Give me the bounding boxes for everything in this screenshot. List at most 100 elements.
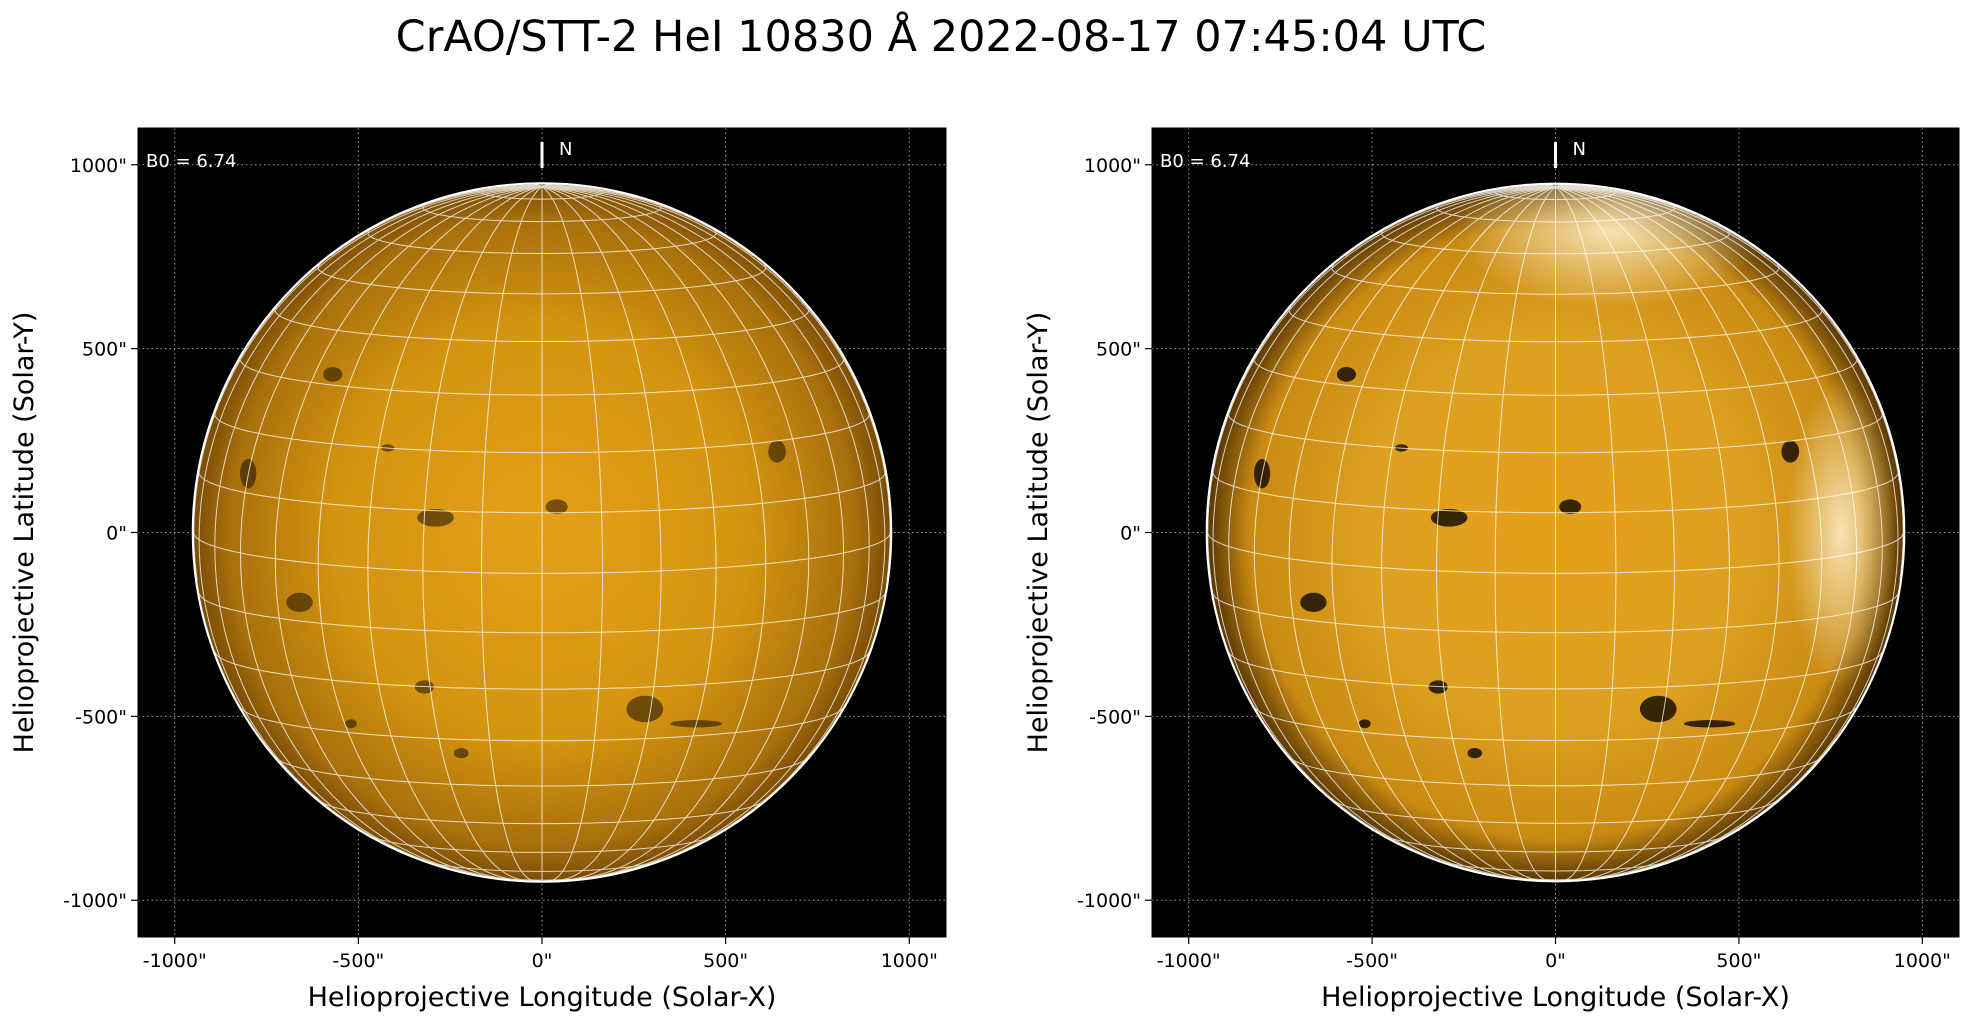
panel-left: N B0 = 6.74 -1000" -500" 0" 500" 1000" 1000" 500… <box>9 127 947 1013</box>
north-label: N <box>559 139 572 160</box>
heliographic-grid-line <box>1212 186 1556 836</box>
x-tick-label: 500" <box>703 950 748 972</box>
heliographic-grid-line <box>542 186 754 257</box>
dark-filament <box>1467 747 1483 759</box>
heliographic-grid-line <box>367 227 717 254</box>
heliographic-grid-line <box>1555 186 1823 878</box>
dark-filament <box>345 719 357 729</box>
x-tick-label: 500" <box>1716 950 1761 972</box>
heliographic-grid-line <box>422 186 543 881</box>
dark-filament <box>545 499 568 515</box>
heliographic-grid-line <box>541 186 662 881</box>
dark-filament <box>1336 367 1356 382</box>
y-tick-label: 500" <box>1096 339 1141 361</box>
heliographic-grid-line <box>1333 800 1778 824</box>
dark-filament <box>323 367 343 382</box>
y-tick-label: 0" <box>1120 523 1141 545</box>
x-tick-label: -500" <box>1346 950 1398 972</box>
heliographic-grid-line <box>1228 186 1556 869</box>
heliographic-grid-line <box>1555 186 1780 880</box>
y-axis-label: Helioprojective Latitude (Solar-Y) <box>9 312 40 754</box>
heliographic-grid-line <box>1381 228 1730 255</box>
heliographic-grid-line <box>1555 186 1767 257</box>
x-tick-label: 1000" <box>1894 950 1951 972</box>
north-label: N <box>1573 139 1586 160</box>
dark-filament <box>1639 695 1677 723</box>
y-tick-label: -500" <box>75 706 127 728</box>
heliographic-grid-line <box>1381 186 1556 880</box>
b0-label: B0 = 6.74 <box>1160 151 1250 172</box>
heliographic-grid-line <box>541 186 604 881</box>
y-tick-label: -1000" <box>1077 890 1141 912</box>
page-title: CrAO/STT-2 HeI 10830 Å 2022-08-17 07:45:… <box>395 12 1487 62</box>
y-tick-label: 0" <box>106 523 127 545</box>
disk-features <box>240 367 786 759</box>
heliographic-grid-line <box>480 186 543 881</box>
dark-filament <box>1781 440 1800 463</box>
heliographic-grid-line <box>1253 357 1858 396</box>
heliographic-grid-line <box>1436 202 1675 223</box>
x-tick-label: 1000" <box>881 950 938 972</box>
heliographic-grid-line <box>1555 186 1883 869</box>
heliographic-grid-line <box>240 707 844 742</box>
heliographic-grid-line <box>1555 186 1899 836</box>
heliographic-grid <box>193 184 891 881</box>
x-axis-label: Helioprojective Longitude (Solar-X) <box>1321 982 1790 1013</box>
heliographic-grid-line <box>1494 186 1617 200</box>
heliographic-grid-line <box>1436 186 1556 881</box>
heliographic-grid-line <box>1254 707 1857 741</box>
y-tick-label: -500" <box>1089 706 1141 728</box>
heliographic-grid-line <box>1331 263 1780 295</box>
dark-filament <box>1358 719 1371 729</box>
heliographic-grid-line <box>370 835 714 853</box>
heliographic-grid-line <box>198 186 543 836</box>
heliographic-grid-line <box>1290 757 1821 787</box>
heliographic-grid-line <box>274 306 810 342</box>
heliographic-grid-line <box>198 471 886 514</box>
dark-filament <box>286 592 313 612</box>
heliographic-grid-line <box>1555 186 1675 881</box>
dark-filament <box>417 508 454 527</box>
x-tick-label: 0" <box>1545 950 1566 972</box>
heliographic-grid-line <box>1212 471 1899 514</box>
heliographic-grid-line <box>276 757 808 787</box>
heliographic-grid-line <box>1212 593 1899 634</box>
bright-limb-region <box>1786 378 1897 687</box>
heliographic-grid-line <box>480 186 604 200</box>
heliographic-grid-line <box>1207 532 1904 574</box>
solar-limb <box>191 182 893 883</box>
heliographic-grid-line <box>1505 876 1606 881</box>
x-axis-label: Helioprojective Longitude (Solar-X) <box>308 982 777 1013</box>
heliographic-grid-line <box>193 186 543 581</box>
heliographic-grid-line <box>198 593 886 634</box>
heliographic-grid-line <box>1228 651 1883 690</box>
x-tick-label: 0" <box>532 950 553 972</box>
heliographic-grid-line <box>193 532 891 574</box>
heliographic-grid-line <box>274 186 543 879</box>
heliographic-grid-line <box>317 186 543 880</box>
heliographic-grid-line <box>491 876 593 881</box>
dark-filament <box>1430 508 1468 527</box>
heliographic-grid-line <box>541 186 810 879</box>
heliographic-grid-line <box>541 186 717 881</box>
dark-filament <box>1300 592 1327 612</box>
y-tick-label: 1000" <box>70 155 127 177</box>
heliographic-grid-line <box>1555 186 1617 881</box>
heliographic-grid-line <box>214 412 870 454</box>
heliographic-grid-line <box>1288 306 1823 343</box>
heliographic-grid-line <box>330 186 542 257</box>
heliographic-grid-line <box>1441 860 1670 872</box>
heliographic-grid-line <box>214 651 870 690</box>
heliographic-grid-line <box>1331 186 1556 880</box>
heliographic-grid <box>1207 184 1904 881</box>
heliographic-grid-line <box>367 186 543 881</box>
heliographic-grid-line <box>1555 186 1730 880</box>
heliographic-grid-line <box>541 186 891 581</box>
heliographic-grid-line <box>541 186 886 836</box>
dark-filament <box>1559 499 1582 515</box>
dark-filament <box>626 695 664 723</box>
dark-filament <box>768 440 786 463</box>
heliographic-grid-line <box>317 263 767 295</box>
heliographic-grid-line <box>541 186 870 870</box>
